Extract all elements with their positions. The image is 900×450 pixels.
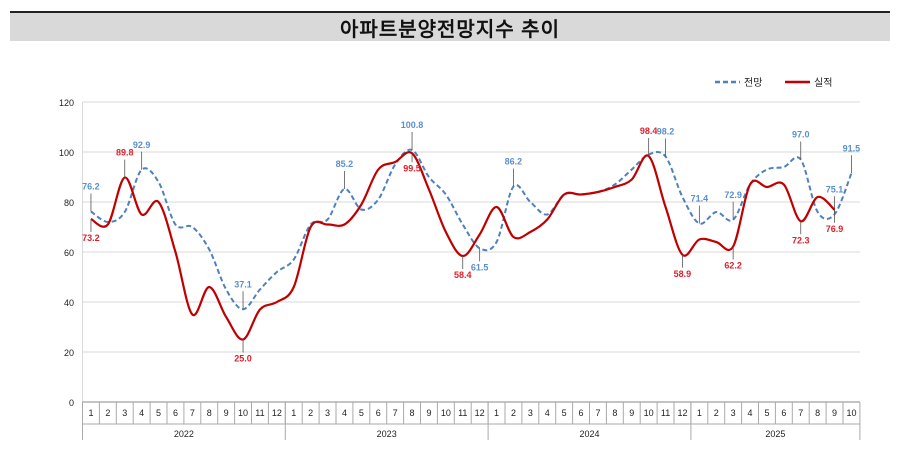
- y-tick-label: 40: [64, 298, 74, 308]
- data-label: 58.4: [454, 270, 472, 280]
- data-label: 25.0: [234, 354, 252, 364]
- data-label: 85.2: [336, 159, 354, 169]
- legend-label: 실적: [814, 77, 832, 89]
- x-tick-month: 6: [376, 408, 381, 418]
- x-tick-month: 2: [308, 408, 313, 418]
- x-tick-month: 2: [105, 408, 110, 418]
- data-label: 99.5: [403, 163, 421, 173]
- x-year-label: 2024: [579, 429, 599, 439]
- x-tick-month: 10: [644, 408, 654, 418]
- x-tick-month: 4: [748, 408, 753, 418]
- y-tick-label: 120: [59, 98, 74, 108]
- data-label: 98.4: [640, 126, 658, 136]
- x-tick-month: 2: [714, 408, 719, 418]
- chart-title: 아파트분양전망지수 추이: [340, 18, 560, 41]
- series-line-전망: [90, 148, 853, 311]
- x-tick-month: 11: [255, 408, 264, 418]
- x-year-label: 2025: [765, 429, 785, 439]
- data-label: 92.9: [133, 140, 151, 150]
- x-tick-month: 4: [545, 408, 550, 418]
- chart-title-bar: 아파트분양전망지수 추이: [10, 11, 890, 41]
- x-tick-month: 7: [393, 408, 398, 418]
- x-tick-month: 8: [207, 408, 212, 418]
- x-tick-month: 9: [832, 408, 837, 418]
- data-label: 62.2: [724, 261, 742, 271]
- x-tick-month: 5: [156, 408, 161, 418]
- x-tick-month: 8: [612, 408, 617, 418]
- x-tick-month: 10: [441, 408, 451, 418]
- x-tick-month: 6: [173, 408, 178, 418]
- x-tick-month: 1: [291, 408, 296, 418]
- x-tick-month: 3: [731, 408, 736, 418]
- data-label: 37.1: [234, 279, 252, 289]
- x-tick-month: 3: [325, 408, 330, 418]
- x-tick-month: 7: [595, 408, 600, 418]
- x-tick-month: 10: [846, 408, 856, 418]
- data-label: 61.5: [471, 262, 489, 272]
- x-tick-month: 8: [815, 408, 820, 418]
- x-tick-month: 12: [677, 408, 687, 418]
- x-tick-month: 5: [359, 408, 364, 418]
- y-tick-label: 80: [64, 198, 74, 208]
- x-tick-month: 4: [139, 408, 144, 418]
- x-tick-month: 9: [629, 408, 634, 418]
- data-label: 89.8: [116, 148, 134, 158]
- x-year-label: 2023: [377, 429, 397, 439]
- x-tick-month: 12: [272, 408, 282, 418]
- x-tick-month: 4: [342, 408, 347, 418]
- x-tick-month: 1: [494, 408, 499, 418]
- x-tick-month: 1: [88, 408, 93, 418]
- x-tick-month: 5: [562, 408, 567, 418]
- x-tick-month: 6: [579, 408, 584, 418]
- x-tick-month: 10: [238, 408, 248, 418]
- y-tick-label: 60: [64, 248, 74, 258]
- x-tick-month: 5: [764, 408, 769, 418]
- data-label: 76.2: [82, 182, 100, 192]
- y-tick-label: 20: [64, 348, 74, 358]
- x-year-label: 2022: [174, 429, 194, 439]
- series-line-실적: [90, 151, 836, 341]
- x-tick-month: 9: [224, 408, 229, 418]
- data-label: 73.2: [82, 233, 100, 243]
- x-tick-month: 12: [475, 408, 485, 418]
- data-label: 76.9: [826, 224, 844, 234]
- data-label: 71.4: [691, 194, 709, 204]
- x-tick-month: 2: [511, 408, 516, 418]
- data-label: 72.3: [792, 235, 810, 245]
- x-tick-month: 6: [781, 408, 786, 418]
- data-label: 86.2: [505, 157, 523, 167]
- data-label: 91.5: [843, 143, 861, 153]
- x-tick-month: 8: [410, 408, 415, 418]
- data-label: 58.9: [674, 269, 692, 279]
- y-tick-label: 100: [59, 148, 74, 158]
- x-tick-month: 3: [528, 408, 533, 418]
- data-label: 98.2: [657, 127, 675, 137]
- x-tick-month: 11: [661, 408, 670, 418]
- data-label: 97.0: [792, 130, 810, 140]
- x-tick-month: 1: [697, 408, 702, 418]
- x-tick-month: 11: [458, 408, 467, 418]
- y-tick-label: 0: [69, 398, 74, 408]
- data-label: 100.8: [401, 120, 424, 130]
- data-label: 72.9: [724, 190, 742, 200]
- x-tick-month: 7: [190, 408, 195, 418]
- data-label: 75.1: [826, 184, 844, 194]
- x-tick-month: 7: [798, 408, 803, 418]
- x-tick-month: 9: [426, 408, 431, 418]
- legend-label: 전망: [744, 77, 762, 89]
- x-tick-month: 3: [122, 408, 127, 418]
